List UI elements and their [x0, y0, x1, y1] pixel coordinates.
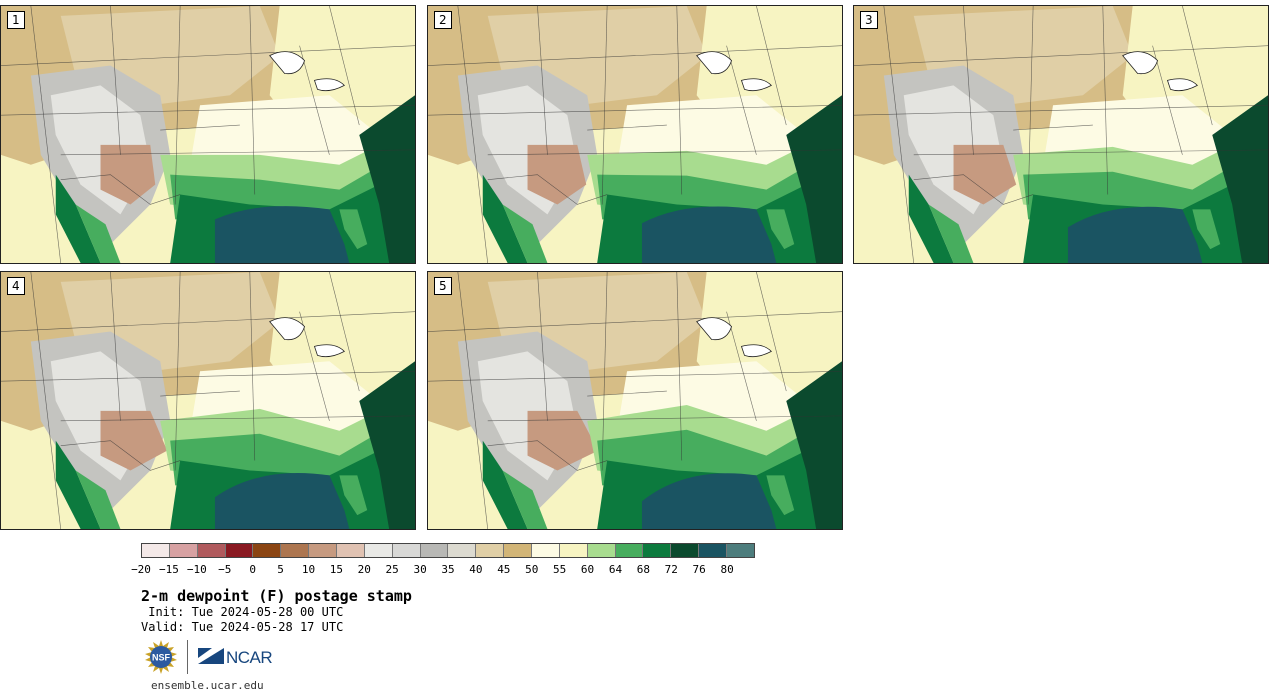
colorbar-tick-label: 10 [301, 563, 316, 576]
logo-separator [187, 640, 188, 674]
ncar-logo-text: NCAR [226, 648, 273, 667]
colorbar-swatch [253, 544, 282, 557]
colorbar-swatch [643, 544, 672, 557]
colorbar-tick-label: 55 [553, 563, 567, 576]
colorbar-tick-label: 15 [329, 563, 343, 576]
page-title: 2-m dewpoint (F) postage stamp [141, 587, 412, 605]
colorbar-swatch [476, 544, 505, 557]
colorbar-swatch [364, 544, 393, 557]
dewpoint-map [854, 6, 1268, 263]
colorbar-swatch [420, 544, 449, 557]
map-panel-5: 5 [427, 271, 843, 530]
colorbar-swatch [559, 544, 588, 557]
map-panel-2: 2 [427, 5, 843, 264]
dewpoint-map [428, 6, 842, 263]
init-time: Init: Tue 2024-05-28 00 UTC [141, 605, 344, 619]
colorbar-swatch [671, 544, 700, 557]
map-panel-3: 3 [853, 5, 1269, 264]
nsf-logo-icon: NSF [145, 640, 177, 674]
colorbar-ticks: −20 −15 −10 −5 0 5 10 15 20 25 30 35 40 45 50 55 60 64 68 7… [131, 563, 755, 577]
colorbar-tick-label: 0 [249, 563, 256, 576]
dewpoint-map [428, 272, 842, 529]
dewpoint-map [1, 6, 415, 263]
colorbar-tick-label: 40 [469, 563, 483, 576]
panel-label: 2 [434, 11, 452, 29]
colorbar-tick-label: 60 [580, 563, 595, 576]
colorbar-swatch [587, 544, 616, 557]
colorbar-tick-label: −5 [218, 563, 232, 576]
colorbar-tick-label: 72 [664, 563, 678, 576]
colorbar-tick-label: 68 [636, 563, 650, 576]
colorbar-tick-label: 20 [357, 563, 371, 576]
colorbar-tick-label: 25 [385, 563, 399, 576]
colorbar-tick-label: 45 [497, 563, 511, 576]
ncar-logo-icon [198, 648, 224, 664]
colorbar-swatch [309, 544, 338, 557]
colorbar-swatch [615, 544, 644, 557]
panel-label: 4 [7, 277, 25, 295]
colorbar-swatch [392, 544, 421, 557]
colorbar-swatch [727, 544, 754, 557]
colorbar-swatch [281, 544, 310, 557]
colorbar-tick-label: 50 [525, 563, 539, 576]
colorbar-swatch [532, 544, 560, 557]
colorbar-swatch [142, 544, 170, 557]
colorbar-tick-label: −15 [158, 563, 179, 576]
panel-label: 1 [7, 11, 25, 29]
map-panel-1: 1 [0, 5, 416, 264]
panel-label: 3 [860, 11, 878, 29]
colorbar-swatch [225, 544, 254, 557]
colorbar-swatch [448, 544, 477, 557]
colorbar-tick-label: 64 [608, 563, 623, 576]
map-panel-4: 4 [0, 271, 416, 530]
panel-label: 5 [434, 277, 452, 295]
colorbar-swatch [337, 544, 365, 557]
colorbar-swatch [169, 544, 198, 557]
colorbar-tick-label: 30 [413, 563, 427, 576]
colorbar-tick-label: 76 [692, 563, 706, 576]
colorbar-tick-label: −10 [186, 563, 207, 576]
colorbar-tick-label: 35 [441, 563, 455, 576]
colorbar-swatch [504, 544, 533, 557]
colorbar-tick-label: 80 [720, 563, 734, 576]
site-url: ensemble.ucar.edu [151, 679, 264, 692]
colorbar-swatch [699, 544, 728, 557]
colorbar-tick-label: 5 [277, 563, 284, 576]
dewpoint-map [1, 272, 415, 529]
svg-text:NSF: NSF [152, 653, 171, 663]
valid-time: Valid: Tue 2024-05-28 17 UTC [141, 620, 344, 634]
colorbar-swatch [197, 544, 226, 557]
colorbar-tick-label: −20 [131, 563, 151, 576]
colorbar [141, 543, 755, 558]
logos: NSF NCAR [144, 638, 284, 676]
